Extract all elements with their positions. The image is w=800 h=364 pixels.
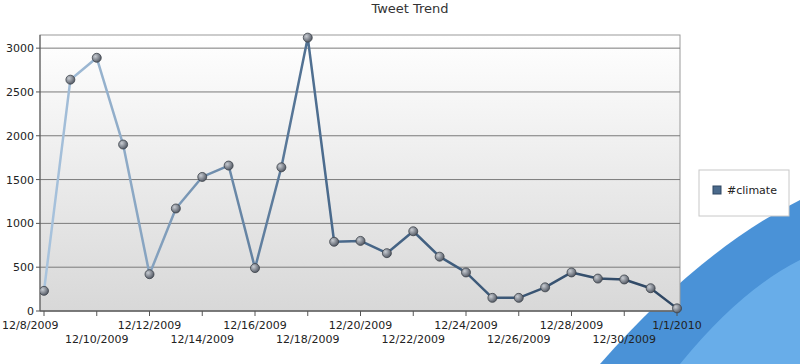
tick-mark: [624, 311, 625, 316]
legend-label: #climate: [727, 184, 777, 197]
marker: [382, 249, 391, 258]
marker: [92, 53, 101, 62]
tick-mark: [36, 223, 40, 224]
x-tick-label: 12/26/2009: [487, 333, 550, 346]
tick-mark: [518, 311, 519, 316]
marker: [514, 293, 523, 302]
marker: [673, 304, 682, 313]
marker: [303, 33, 312, 42]
tick-mark: [36, 311, 40, 312]
marker: [620, 275, 629, 284]
tick-mark: [36, 91, 40, 92]
y-tick-label: 2500: [6, 86, 34, 99]
tick-mark: [202, 311, 203, 316]
title: Tweet Trend: [370, 1, 448, 16]
tick-mark: [36, 48, 40, 49]
marker: [171, 204, 180, 213]
x-tick-label: 12/30/2009: [593, 333, 656, 346]
x-tick-label: 12/22/2009: [382, 333, 445, 346]
grid-line: [40, 267, 680, 268]
plot-area: [40, 35, 680, 311]
grid-line: [40, 135, 680, 136]
marker: [145, 270, 154, 279]
y-tick-label: 1500: [6, 174, 34, 187]
chart: 0 500 1000 1500 2000 2500 3000 12/8/2009 12/10/2…: [0, 0, 800, 364]
marker: [251, 264, 260, 273]
marker: [567, 268, 576, 277]
x-tick-label: 12/24/2009: [434, 319, 497, 332]
tick-mark: [44, 311, 45, 316]
y-tick-label: 0: [27, 305, 34, 318]
x-tick-label: 12/10/2009: [65, 333, 128, 346]
tick-mark: [466, 311, 467, 316]
y-tick-label: 500: [13, 261, 34, 274]
tick-mark: [36, 135, 40, 136]
marker: [593, 274, 602, 283]
marker: [224, 161, 233, 170]
tick-mark: [36, 179, 40, 180]
marker: [541, 283, 550, 292]
x-tick-label: 12/20/2009: [329, 319, 392, 332]
x-tick-label: 12/28/2009: [540, 319, 603, 332]
marker: [409, 227, 418, 236]
tick-mark: [149, 311, 150, 316]
marker: [330, 237, 339, 246]
tick-mark: [413, 311, 414, 316]
marker: [435, 252, 444, 261]
marker: [356, 236, 365, 245]
x-tick-label: 12/16/2009: [223, 319, 286, 332]
grid-line: [40, 223, 680, 224]
y-axis: [40, 35, 41, 311]
tick-mark: [571, 311, 572, 316]
line: [44, 38, 677, 309]
tick-mark: [360, 311, 361, 316]
legend: #climate: [699, 170, 789, 216]
x-tick-label: 1/1/2010: [652, 319, 701, 332]
decoration: [680, 260, 800, 364]
marker: [277, 163, 286, 172]
y-tick-label: 3000: [6, 42, 34, 55]
chart-root: 0 500 1000 1500 2000 2500 3000 12/8/2009 12/10/2…: [0, 0, 800, 364]
grid-line: [40, 179, 680, 180]
legend-box: [699, 170, 789, 216]
tick-mark: [307, 311, 308, 316]
marker: [646, 284, 655, 293]
grid-line: [40, 48, 680, 49]
y-tick-label: 1000: [6, 217, 34, 230]
x-tick-label: 12/18/2009: [276, 333, 339, 346]
marker: [488, 293, 497, 302]
x-tick-label: 12/8/2009: [2, 319, 58, 332]
marker: [119, 140, 128, 149]
marker: [40, 286, 49, 295]
marker: [66, 75, 75, 84]
tick-mark: [255, 311, 256, 316]
marker: [198, 172, 207, 181]
marker: [462, 268, 471, 277]
legend-swatch: [713, 186, 721, 194]
y-tick-label: 2000: [6, 130, 34, 143]
x-tick-label: 12/12/2009: [118, 319, 181, 332]
tick-mark: [96, 311, 97, 316]
x-tick-label: 12/14/2009: [171, 333, 234, 346]
grid-line: [40, 91, 680, 92]
series-group: [40, 33, 682, 313]
tick-mark: [36, 267, 40, 268]
